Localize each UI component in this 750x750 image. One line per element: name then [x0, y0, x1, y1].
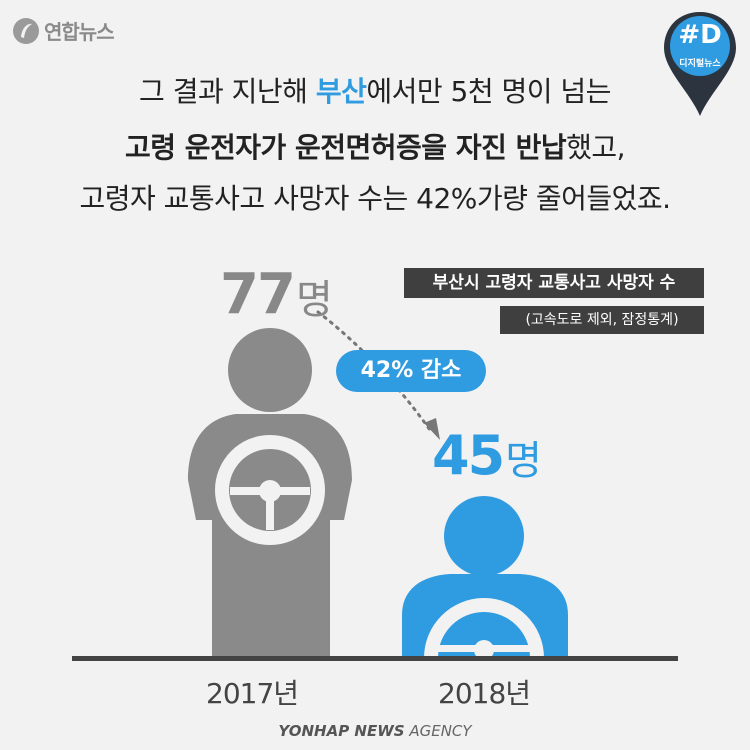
value-number: 77 [220, 262, 296, 327]
value-unit: 명 [505, 438, 542, 484]
category-label-2018: 2018년 [438, 677, 531, 710]
headline-text: 에서만 5천 명이 넘는 [366, 75, 611, 108]
value-number: 45 [432, 424, 505, 487]
headline-text: 했고, [566, 131, 626, 164]
baseline [72, 656, 678, 661]
value-2017: 77명 [220, 262, 333, 327]
logo-text: 연합뉴스 [44, 20, 115, 44]
badge-hash: #D [678, 20, 722, 50]
value-2018: 45명 [432, 424, 542, 487]
highlight-busan: 부산 [315, 75, 367, 108]
yonhap-logo: 연합뉴스 [12, 16, 115, 45]
headline-bold: 고령 운전자가 운전면허증을 자진 반납 [124, 131, 567, 164]
headline-line-3: 고령자 교통사고 사망자 수는 42%가량 줄어들었죠. [79, 182, 671, 215]
footer-brand: YONHAP NEWS AGENCY [0, 722, 750, 740]
steering-wheel-icon [424, 598, 544, 660]
footer-brand-rest: AGENCY [404, 722, 472, 740]
arrow-head-icon [424, 418, 440, 440]
decrease-badge: 42% 감소 [336, 350, 486, 392]
chart-title: 부산시 고령자 교통사고 사망자 수 [404, 268, 704, 298]
headline-line-2: 고령 운전자가 운전면허증을 자진 반납했고, [0, 130, 750, 166]
digital-news-badge: #D 디지털뉴스 [660, 8, 740, 120]
value-unit: 명 [295, 277, 333, 323]
chart-subtitle: (고속도로 제외, 잠정통계) [500, 306, 704, 334]
headline-line-1: 그 결과 지난해 부산에서만 5천 명이 넘는 [0, 74, 750, 110]
footer-brand-bold: YONHAP NEWS [278, 722, 405, 740]
steering-wheel-icon [215, 435, 325, 545]
map-pin-icon [664, 12, 736, 116]
yonhap-logo-icon [13, 17, 39, 44]
headline-text: 그 결과 지난해 [139, 75, 316, 108]
category-label-2017: 2017년 [206, 677, 299, 710]
badge-sub: 디지털뉴스 [679, 59, 721, 69]
